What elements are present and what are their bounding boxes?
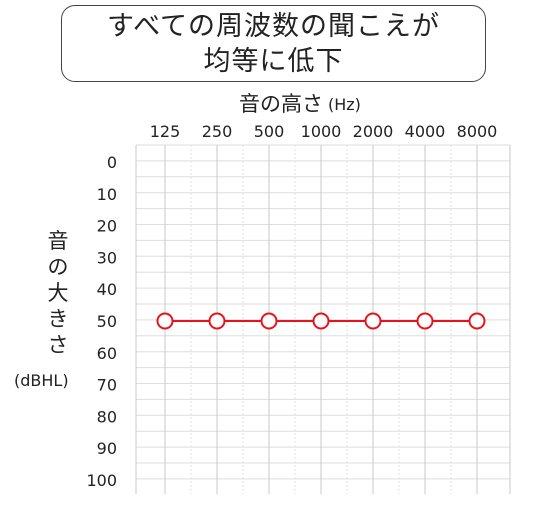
x-tick-label: 1000 (301, 122, 342, 141)
data-point-marker (260, 312, 278, 330)
y-axis-unit: (dBHL) (14, 371, 69, 390)
series-hearing-level (156, 312, 486, 330)
x-tick-label: 8000 (457, 122, 498, 141)
y-tick-label: 50 (97, 312, 117, 331)
y-tick-label: 40 (97, 280, 117, 299)
x-axis-label: 音の高さ (239, 92, 323, 116)
chart-title-line-2: 均等に低下 (203, 45, 344, 77)
chart-title-line-1: すべての周波数の聞こえが (106, 10, 441, 42)
x-tick-label: 500 (254, 122, 285, 141)
y-tick-labels: 0 10 20 30 40 50 60 70 80 90 100 (86, 153, 117, 490)
y-tick-label: 10 (97, 185, 117, 204)
data-point-marker (312, 312, 330, 330)
x-tick-label: 250 (202, 122, 233, 141)
x-tick-label: 125 (150, 122, 181, 141)
data-point-marker (364, 312, 382, 330)
y-axis-label-char: の (48, 255, 69, 279)
data-point-marker (156, 312, 174, 330)
y-tick-label: 70 (97, 376, 117, 395)
data-point-marker (416, 312, 434, 330)
y-tick-label: 30 (97, 248, 117, 267)
y-tick-label: 0 (107, 153, 117, 172)
y-axis-label-char: 音 (48, 229, 69, 253)
y-axis-label-char: さ (48, 333, 69, 357)
x-tick-label: 4000 (405, 122, 446, 141)
x-tick-labels: 125 250 500 1000 2000 4000 8000 (150, 122, 498, 141)
y-tick-label: 20 (97, 217, 117, 236)
y-tick-label: 80 (97, 407, 117, 426)
y-tick-label: 90 (97, 439, 117, 458)
x-axis-unit: (Hz) (328, 95, 361, 114)
x-tick-label: 2000 (353, 122, 394, 141)
y-axis-label-char: き (48, 307, 69, 331)
y-tick-label: 60 (97, 344, 117, 363)
title-box: すべての周波数の聞こえが 均等に低下 (61, 5, 486, 82)
data-point-marker (208, 312, 226, 330)
y-axis-label-char: 大 (48, 281, 69, 305)
data-point-marker (468, 312, 486, 330)
y-tick-label: 100 (86, 471, 117, 490)
